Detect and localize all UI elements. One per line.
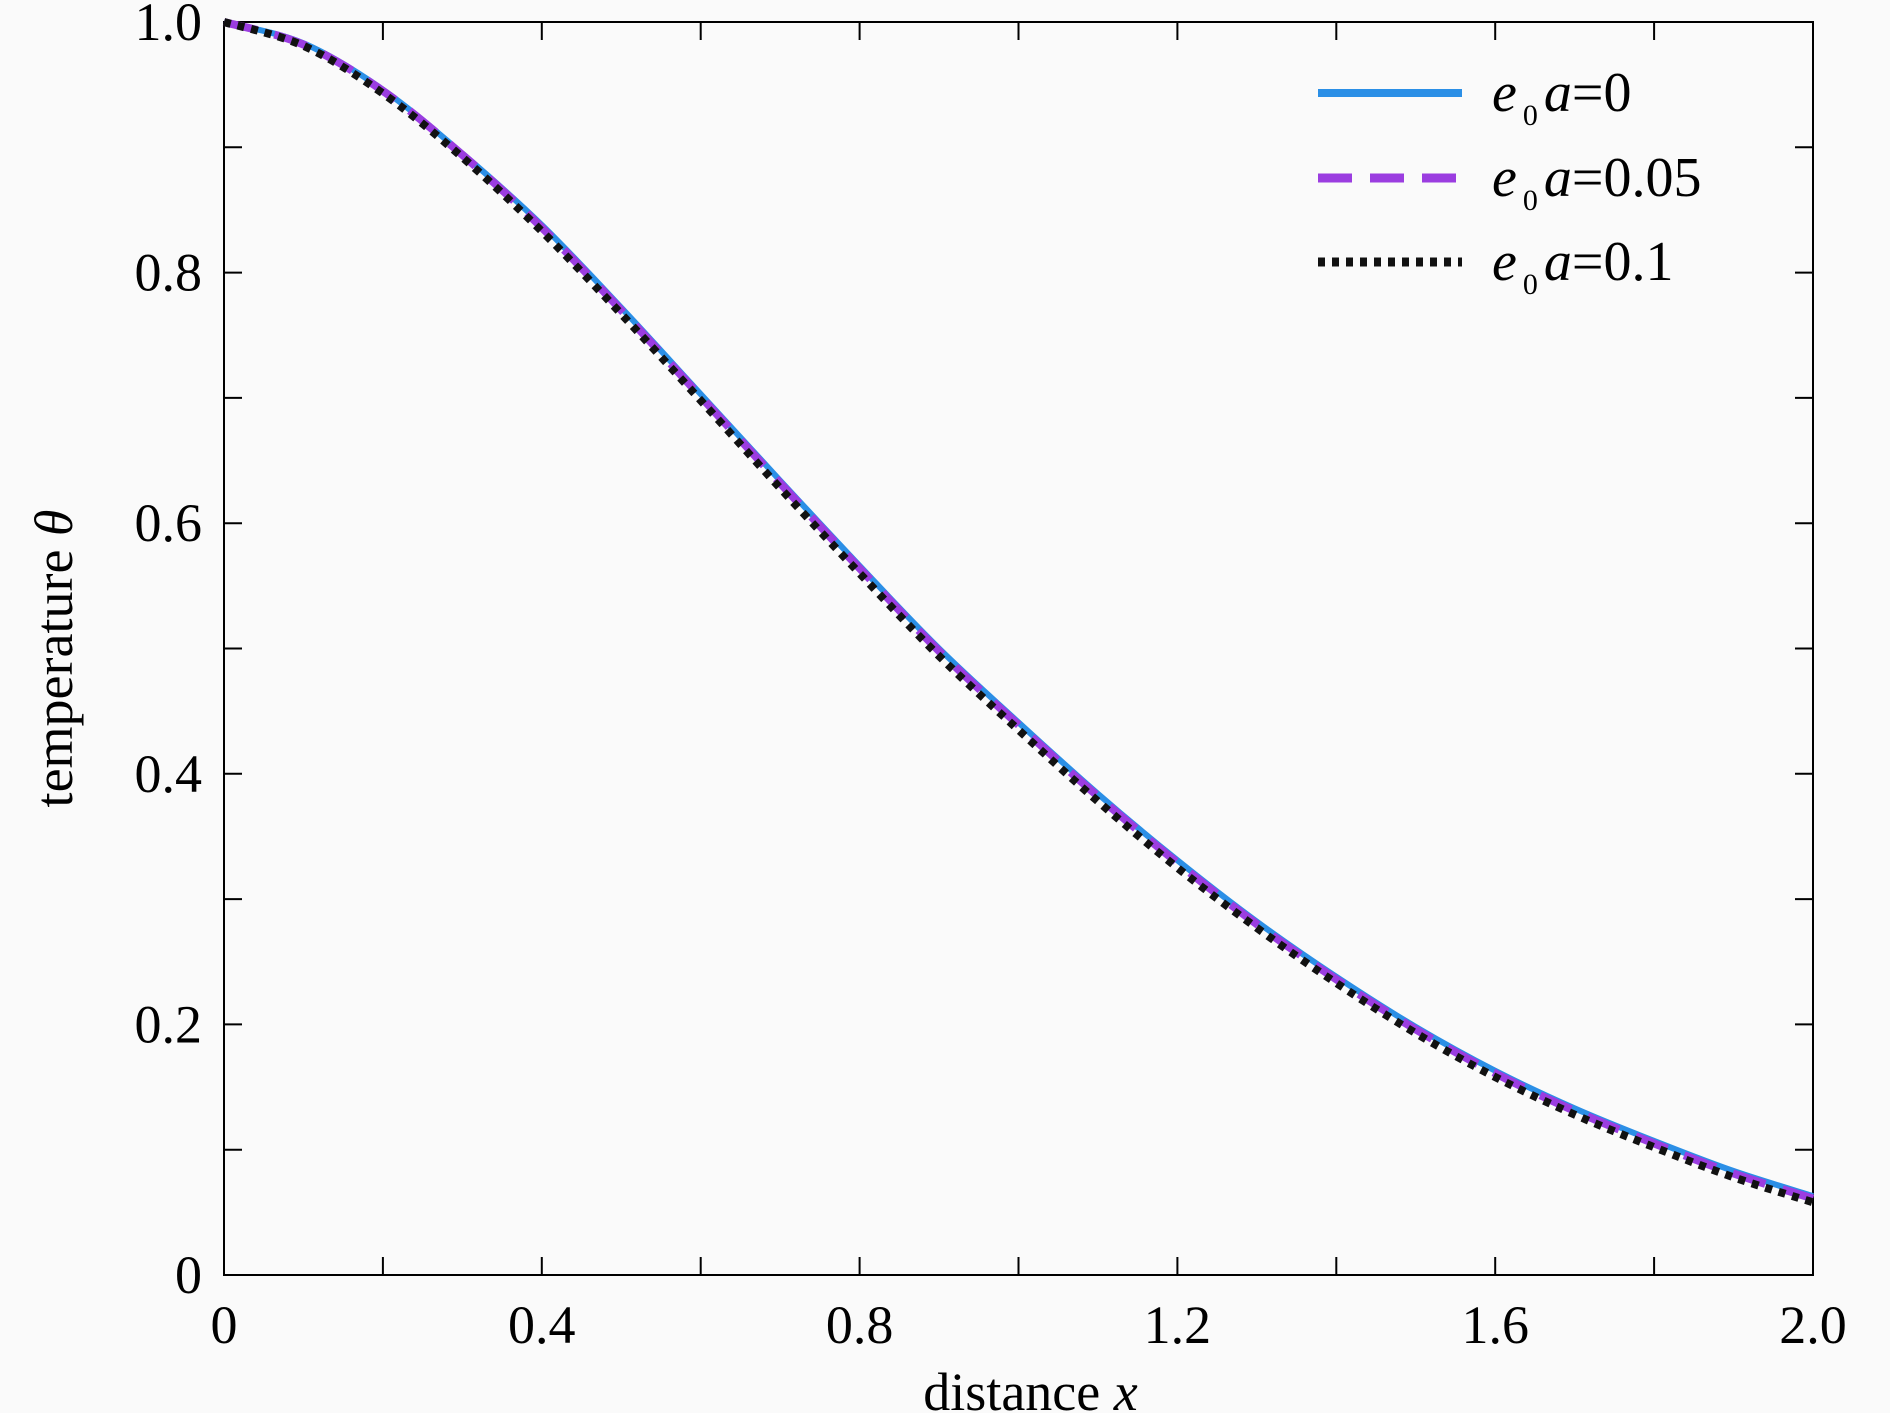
legend-label-1: e 0 a=0.05 xyxy=(1492,147,1701,217)
x-axis-label-var: x xyxy=(1113,1362,1138,1413)
legend: e 0 a=0 e 0 a=0.05 e 0 a=0.1 xyxy=(1318,62,1701,301)
y-axis-label-var: θ xyxy=(24,510,84,537)
y-tick-label: 0 xyxy=(175,1245,202,1305)
x-tick-label: 0 xyxy=(211,1295,238,1355)
y-tick-label: 0.2 xyxy=(135,994,203,1054)
y-tick-label: 0.8 xyxy=(135,243,203,303)
x-tick-label: 0.8 xyxy=(826,1295,894,1355)
x-tick-label: 0.4 xyxy=(508,1295,576,1355)
x-tick-label: 1.2 xyxy=(1144,1295,1212,1355)
y-axis-label: temperature θ xyxy=(24,510,84,808)
series-layer xyxy=(222,18,1815,1207)
x-tick-label: 2.0 xyxy=(1779,1295,1847,1355)
y-tick-label: 0.6 xyxy=(135,493,203,553)
y-axis-label-text: temperature xyxy=(24,550,84,808)
legend-label-0: e 0 a=0 xyxy=(1492,62,1631,132)
ticks-layer xyxy=(223,21,1814,1276)
y-tick-label: 0.4 xyxy=(135,744,203,804)
x-tick-label: 1.6 xyxy=(1461,1295,1529,1355)
tick-labels-layer: 0 0.4 0.8 1.2 1.6 2.0 0 0.2 0.4 0.6 0.8 1.0 xyxy=(135,0,1847,1355)
legend-label-2: e 0 a=0.1 xyxy=(1492,231,1673,301)
series-line-2 xyxy=(222,18,1815,1207)
x-axis-label-text: distance xyxy=(923,1362,1100,1413)
x-axis-label: distance x xyxy=(923,1362,1137,1413)
y-tick-label: 1.0 xyxy=(135,0,203,52)
